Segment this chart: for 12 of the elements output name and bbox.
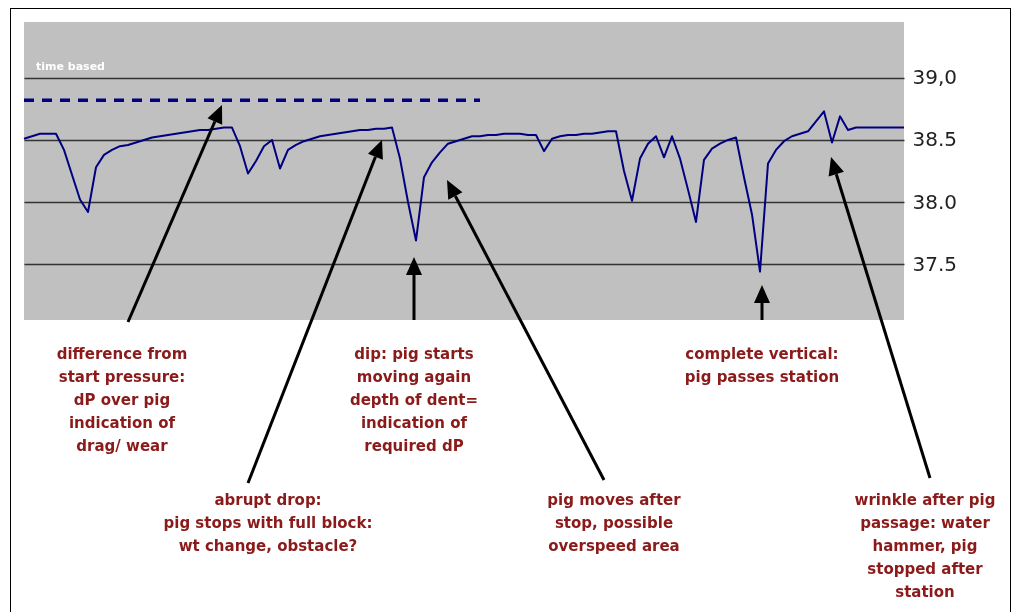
text: complete vertical: pig passes station: [684, 344, 840, 388]
y-tick-label: 38.0: [912, 189, 958, 214]
text: dip: pig starts moving again depth of dent= indication of required dP: [349, 344, 479, 457]
y-tick-label: 39,0: [912, 65, 958, 90]
annotation: time based: [36, 60, 105, 74]
text: abrupt drop: pig stops with full block: wt change, obstacle?: [163, 490, 373, 557]
text: pig moves after stop, possible overspeed area: [547, 490, 681, 557]
text: difference from start pressure: dP over pig indication of drag/ wear: [56, 344, 188, 457]
y-tick-label: 38.5: [912, 127, 958, 152]
line-series: [23, 110, 905, 273]
text: wrinkle after pig passage: water hammer, pig stopped after station: [854, 490, 996, 603]
y-tick-label: 37.5: [912, 251, 958, 276]
